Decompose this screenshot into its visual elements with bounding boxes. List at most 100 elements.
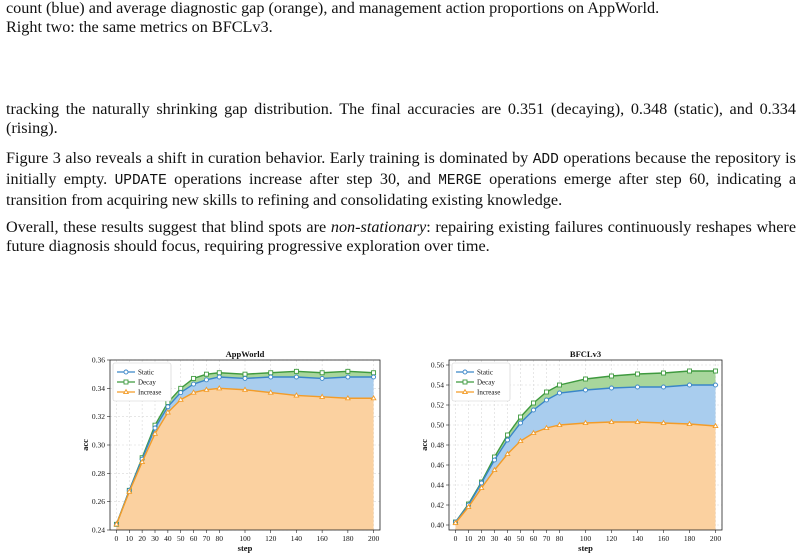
- static-point: [203, 377, 209, 383]
- legend: Static Decay Increase: [451, 362, 511, 402]
- increase-point: [164, 409, 171, 415]
- y-axis-label: acc: [419, 439, 429, 451]
- static-point: [152, 425, 158, 431]
- decay-point: [371, 370, 377, 376]
- static-point: [178, 390, 184, 396]
- decay-point: [713, 368, 718, 374]
- p3-emphasis: non-stationary: [330, 218, 427, 236]
- x-tick-label: 20: [138, 534, 146, 543]
- y-tick-label: 0.42: [431, 501, 444, 510]
- y-tick-label: 0.54: [431, 381, 444, 390]
- increase-point: [452, 519, 459, 526]
- increase-point: [660, 419, 667, 426]
- legend-marker-increase: [461, 388, 469, 395]
- x-tick-label: 70: [543, 534, 551, 543]
- add-op: ADD: [532, 152, 559, 168]
- x-tick-label: 70: [203, 534, 211, 543]
- increase-point: [530, 429, 537, 436]
- decay-point: [191, 375, 197, 381]
- legend-marker-decay: [123, 379, 129, 385]
- static-point: [319, 375, 325, 381]
- increase-point: [151, 430, 159, 436]
- decay-point: [635, 371, 640, 377]
- decay-point: [661, 370, 666, 376]
- x-tick-label: 180: [684, 534, 696, 543]
- increase-point: [686, 420, 693, 427]
- increase-point: [203, 386, 210, 392]
- paragraph-accuracies: tracking the naturally shrinking gap dis…: [6, 100, 796, 137]
- legend: Static Decay Increase: [112, 362, 172, 402]
- chart-title: BFCLv3: [570, 349, 601, 359]
- static-point: [531, 407, 536, 413]
- area-increase: [455, 422, 716, 530]
- static-point: [191, 381, 197, 387]
- decay-point: [242, 371, 248, 377]
- increase-point: [139, 458, 146, 465]
- y-tick-label: 0.46: [431, 461, 444, 470]
- y-tick-label: 0.56: [431, 361, 444, 370]
- static-point: [345, 374, 351, 380]
- y-tick-label: 0.40: [431, 521, 444, 530]
- x-tick-label: 30: [491, 534, 499, 543]
- decay-point: [203, 371, 209, 377]
- y-tick-label: 0.48: [431, 441, 444, 450]
- x-tick-label: 50: [177, 534, 185, 543]
- increase-point: [504, 450, 511, 457]
- increase-point: [319, 393, 326, 399]
- legend-marker-increase: [122, 388, 130, 395]
- caption-line-2: Right two: the same metrics on BFCLv3.: [6, 18, 273, 36]
- x-tick-label: 160: [317, 534, 329, 543]
- legend-marker-static: [462, 369, 468, 375]
- increase-point: [582, 419, 589, 426]
- decay-point: [544, 389, 549, 395]
- legend-label-static: Static: [477, 369, 493, 377]
- increase-point: [556, 421, 563, 428]
- decay-point: [531, 400, 536, 406]
- decay-point: [557, 382, 562, 388]
- increase-point: [712, 422, 719, 429]
- x-tick-label: 60: [530, 534, 538, 543]
- x-tick-label: 0: [115, 534, 119, 543]
- x-tick-label: 80: [216, 534, 224, 543]
- static-point: [557, 390, 562, 396]
- x-tick-label: 40: [164, 534, 172, 543]
- x-tick-label: 40: [504, 534, 512, 543]
- increase-point: [241, 386, 249, 392]
- static-point: [661, 384, 666, 390]
- legend-label-decay: Decay: [477, 379, 495, 387]
- decay-point: [293, 368, 299, 374]
- x-tick-label: 0: [454, 534, 458, 543]
- p3-text-a: Overall, these results suggest that blin…: [6, 218, 331, 236]
- static-point: [609, 385, 614, 391]
- static-point: [165, 404, 171, 410]
- legend-label-increase: Increase: [477, 389, 500, 397]
- y-tick-label: 0.24: [92, 526, 105, 535]
- increase-point: [465, 503, 472, 510]
- area-static: [455, 385, 716, 523]
- static-point: [505, 437, 510, 443]
- static-point: [479, 480, 484, 486]
- increase-point: [608, 418, 615, 425]
- x-tick-label: 10: [126, 534, 134, 543]
- increase-point: [478, 484, 485, 491]
- static-point: [371, 374, 377, 380]
- paragraph-curation: Figure 3 also reveals a shift in curatio…: [6, 149, 796, 210]
- legend-marker-decay: [462, 379, 468, 385]
- static-point: [518, 420, 523, 426]
- y-tick-label: 0.36: [92, 356, 105, 365]
- increase-point: [216, 385, 223, 391]
- x-tick-label: 100: [580, 534, 592, 543]
- static-point: [242, 375, 248, 381]
- p3-text-b: : repairing existing failures continuous…: [6, 218, 797, 255]
- x-tick-label: 120: [606, 534, 618, 543]
- increase-point: [543, 424, 550, 431]
- increase-point: [491, 466, 498, 473]
- x-tick-label: 180: [342, 534, 354, 543]
- decay-point: [345, 368, 351, 374]
- y-tick-label: 0.30: [92, 441, 105, 450]
- increase-point: [634, 418, 641, 425]
- x-tick-label: 140: [291, 534, 303, 543]
- decay-point: [268, 370, 274, 376]
- x-tick-label: 50: [517, 534, 525, 543]
- p2-text-c: operations increase after step 30, and: [166, 170, 439, 188]
